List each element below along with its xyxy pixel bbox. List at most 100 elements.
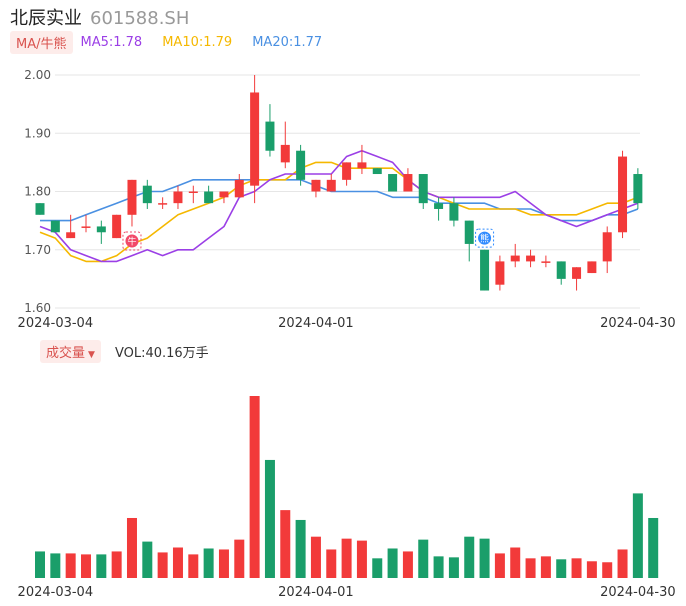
volume-bar[interactable] [571,558,582,578]
volume-indicator-selector[interactable]: 成交量 ▼ [40,339,101,363]
volume-bar[interactable] [448,557,459,578]
volume-bar[interactable] [249,396,260,578]
volume-bar[interactable] [218,549,229,578]
volume-bar[interactable] [433,556,444,578]
candle-body[interactable] [265,121,275,151]
volume-bar[interactable] [310,536,321,578]
volume-bar[interactable] [602,562,613,578]
volume-bar[interactable] [479,538,490,578]
bull-signal-frame [122,231,142,251]
candle-body[interactable] [188,191,198,194]
volume-bar[interactable] [356,540,367,578]
volume-bar[interactable] [280,510,291,578]
candle-body[interactable] [250,92,260,186]
candle-body[interactable] [510,255,520,262]
volume-bar[interactable] [65,553,76,578]
candle-body[interactable] [326,179,336,192]
bull-signal-label: 牛 [127,236,136,248]
bear-signal-icon[interactable] [478,231,492,245]
volume-bar[interactable] [35,551,45,578]
candle-body[interactable] [526,255,536,262]
volume-bar[interactable] [556,559,567,578]
price-axis-tick-label: 2.00 [24,68,51,82]
candle-body[interactable] [357,162,367,169]
candle-body[interactable] [372,168,382,175]
candle-body[interactable] [112,214,122,239]
volume-bar[interactable] [326,549,337,578]
volume-bar[interactable] [387,548,398,578]
candle-body[interactable] [296,150,306,180]
volume-bar[interactable] [525,558,536,578]
candle-body[interactable] [572,267,582,279]
volume-bar[interactable] [172,547,183,578]
volume-bar[interactable] [126,517,137,578]
volume-bar[interactable] [142,541,153,578]
candle-body[interactable] [158,203,168,205]
candle-body[interactable] [142,185,152,204]
ma20-line [40,179,639,222]
candle-body[interactable] [602,232,612,262]
candle-body[interactable] [587,261,597,274]
candle-body[interactable] [280,144,290,163]
volume-bar[interactable] [264,459,275,578]
candle-body[interactable] [541,261,551,263]
volume-bar[interactable] [540,556,551,578]
candle-body[interactable] [434,203,444,209]
ma20-legend: MA20:1.77 [252,34,323,50]
volume-bar[interactable] [494,553,505,578]
candle-body[interactable] [50,220,60,233]
volume-bar[interactable] [632,493,643,578]
volume-bar[interactable] [50,553,61,578]
candle-body[interactable] [66,232,76,239]
candle-body[interactable] [219,191,229,198]
candle-body[interactable] [81,226,91,228]
candle-body[interactable] [173,191,183,204]
ma-indicator-selector[interactable]: MA/牛熊 [10,30,73,54]
volume-bar[interactable] [234,539,245,578]
candle-body[interactable] [127,179,137,215]
volume-value: VOL:40.16万手 [114,345,209,361]
candle-body[interactable] [234,179,244,198]
volume-bar[interactable] [203,548,214,578]
volume-bar[interactable] [295,519,306,578]
volume-bar[interactable] [157,552,168,578]
price-date-label: 2024-03-04 [18,316,94,331]
volume-date-label: 2024-04-30 [600,585,676,600]
volume-bar[interactable] [111,551,122,578]
volume-bar[interactable] [648,517,659,578]
candle-body[interactable] [480,249,490,291]
candle-body[interactable] [403,174,413,192]
volume-bar[interactable] [80,554,91,578]
price-date-label: 2024-04-30 [600,316,676,331]
candle-body[interactable] [311,179,321,192]
volume-bar[interactable] [418,539,429,578]
volume-bar[interactable] [188,554,199,578]
candle-body[interactable] [633,174,643,204]
volume-bar[interactable] [96,554,107,578]
candle-body[interactable] [204,191,214,204]
candle-body[interactable] [35,203,45,215]
candle-body[interactable] [449,203,459,221]
volume-date-label: 2024-03-04 [18,585,94,600]
candle-body[interactable] [388,174,398,192]
volume-bar[interactable] [402,551,413,578]
ma-legend: MA/牛熊 MA5:1.78 MA10:1.79 MA20:1.77 [10,30,342,54]
candle-body[interactable] [418,174,428,204]
volume-bar[interactable] [341,538,352,578]
candle-body[interactable] [618,156,628,233]
bull-signal-icon[interactable] [125,234,139,248]
price-axis-tick-label: 1.90 [24,126,51,140]
candle-body[interactable] [556,261,566,279]
ma5-line [39,149,639,263]
volume-bar[interactable] [617,549,628,578]
volume-bar[interactable] [586,561,597,578]
candle-body[interactable] [342,162,352,180]
volume-bar[interactable] [510,547,521,578]
candle-body[interactable] [464,220,474,244]
candle-body[interactable] [96,226,106,233]
price-axis-tick-label: 1.80 [24,185,51,199]
volume-bar[interactable] [372,558,383,578]
volume-bar[interactable] [464,536,475,578]
candle-body[interactable] [495,261,505,285]
